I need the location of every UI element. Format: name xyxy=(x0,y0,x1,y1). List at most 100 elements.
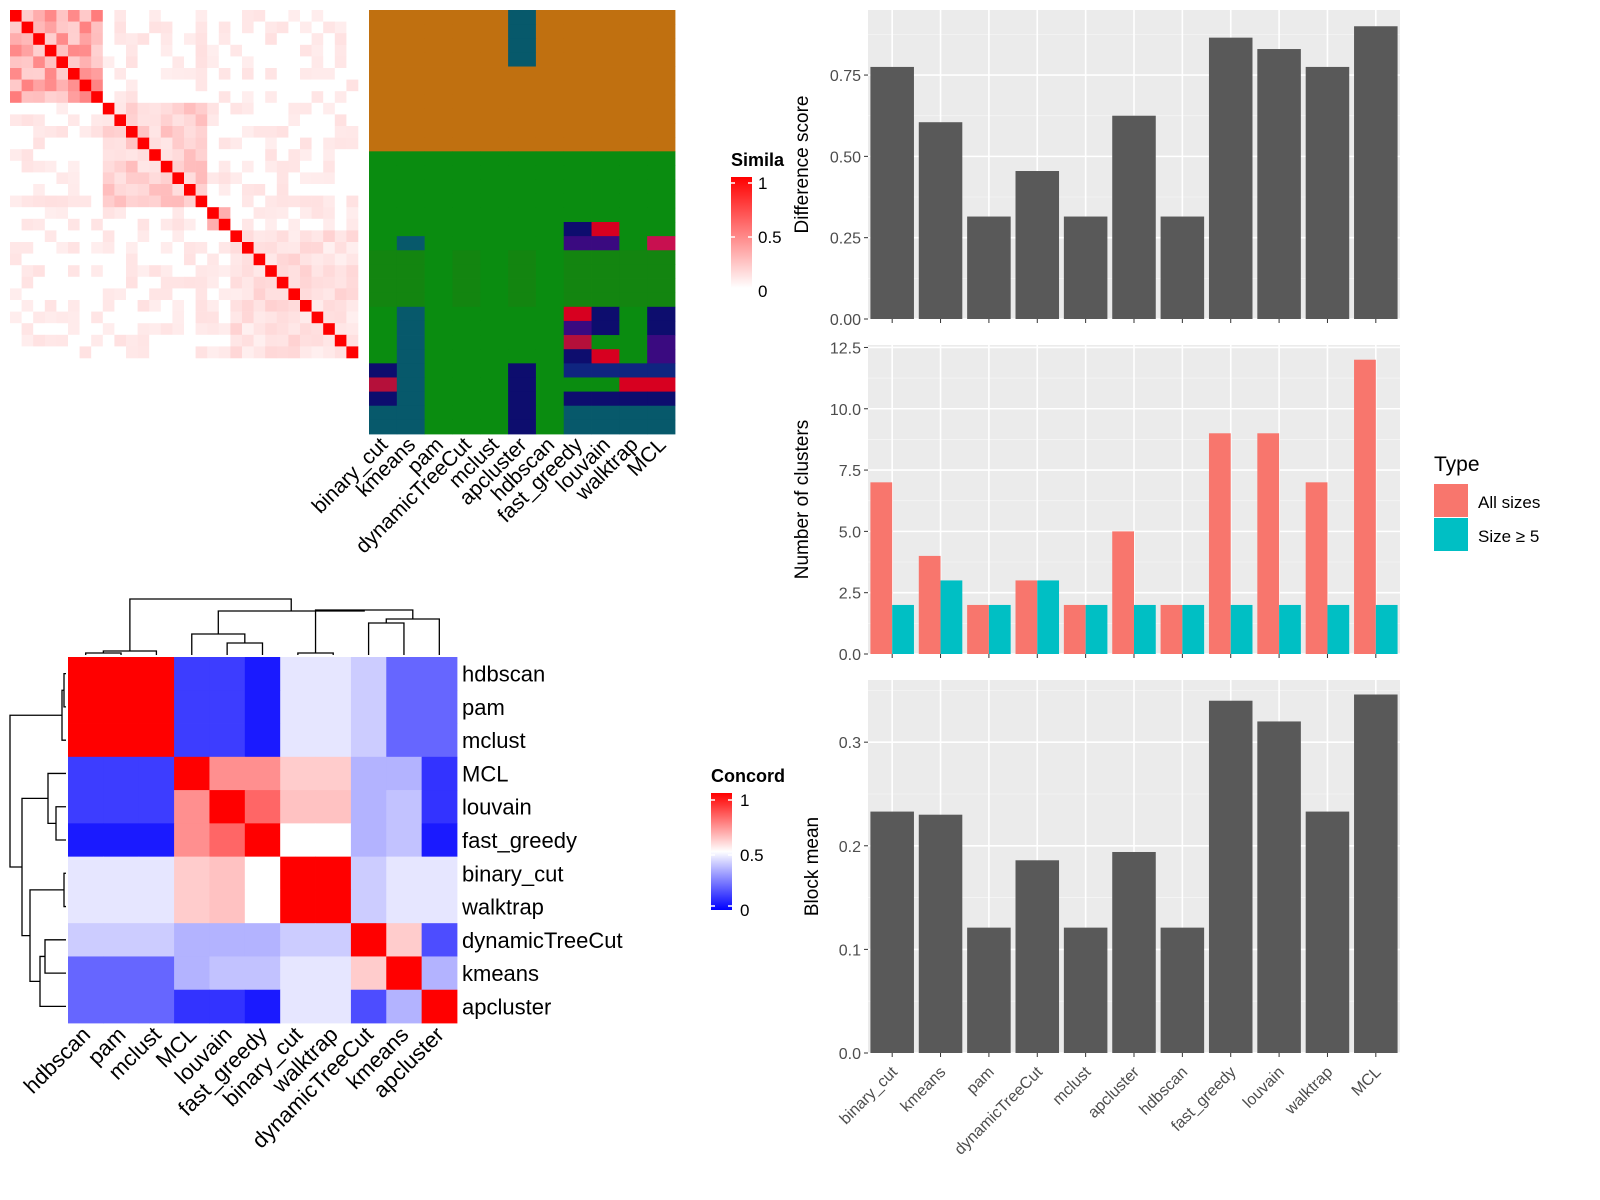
similarity-cell xyxy=(276,114,289,127)
similarity-cell xyxy=(56,323,69,336)
similarity-cell xyxy=(56,126,69,138)
concordance-cell xyxy=(103,790,140,824)
similarity-cell xyxy=(195,195,208,208)
assignment-cell xyxy=(452,292,481,308)
similarity-cell xyxy=(230,276,243,289)
similarity-cell xyxy=(218,102,231,115)
similarity-cell xyxy=(218,323,231,336)
assignment-cell xyxy=(424,264,453,279)
assignment-cell xyxy=(647,94,676,110)
concordance-cell xyxy=(138,756,175,791)
similarity-cell xyxy=(288,160,301,173)
similarity-cell xyxy=(288,184,301,196)
similarity-cell xyxy=(79,300,92,312)
similarity-cell xyxy=(288,207,301,220)
similarity-cell xyxy=(21,276,34,289)
assignment-cell xyxy=(396,320,426,336)
similarity-cell xyxy=(253,242,266,254)
concordance-cell xyxy=(421,790,458,824)
similarity-cell xyxy=(230,33,243,46)
similarity-cell xyxy=(253,253,266,266)
bar-apcluster-size5 xyxy=(1134,604,1156,654)
similarity-cell xyxy=(346,91,359,104)
similarity-cell xyxy=(218,172,231,185)
similarity-cell xyxy=(253,346,266,359)
similarity-cell xyxy=(126,79,138,92)
similarity-cell xyxy=(346,21,359,34)
concordance-cell xyxy=(315,723,352,758)
similarity-cell xyxy=(218,230,231,243)
assignment-cell xyxy=(647,80,676,96)
concordance-cell xyxy=(103,723,140,758)
similarity-cell xyxy=(334,184,347,196)
similarity-cell xyxy=(102,79,115,92)
assignment-cell xyxy=(396,207,426,223)
assignment-cell xyxy=(508,405,537,421)
similarity-cell xyxy=(79,242,92,254)
similarity-cell xyxy=(56,311,69,324)
similarity-cell xyxy=(102,184,115,196)
similarity-cell xyxy=(334,323,347,336)
similarity-cell xyxy=(242,346,254,359)
assignment-cell xyxy=(619,250,648,265)
similarity-cell xyxy=(230,346,243,359)
similarity-cell xyxy=(288,44,301,57)
similarity-cell xyxy=(242,149,254,162)
similarity-cell xyxy=(311,91,324,104)
similarity-cell xyxy=(137,346,150,359)
similarity-cell xyxy=(91,334,104,347)
assignment-cell xyxy=(369,236,398,251)
assignment-cell xyxy=(591,377,620,392)
concordance-row-label-dynamicTreeCut: dynamicTreeCut xyxy=(462,928,623,953)
similarity-cell xyxy=(346,160,359,173)
similarity-cell xyxy=(102,56,115,69)
concordance-cell xyxy=(103,756,140,791)
assignment-cell xyxy=(647,264,676,279)
assignment-cell xyxy=(424,38,453,53)
bar-MCL-all xyxy=(1354,359,1376,654)
similarity-cell xyxy=(149,195,162,208)
similarity-cell xyxy=(230,137,243,150)
assignment-cell xyxy=(508,151,537,166)
similarity-cell xyxy=(184,288,196,301)
bar-louvain-size5 xyxy=(1279,604,1301,654)
assignment-cell xyxy=(535,222,565,237)
similarity-cell xyxy=(276,242,289,254)
similarity-cell xyxy=(242,91,254,104)
similarity-cell xyxy=(21,288,34,301)
similarity-cell xyxy=(102,172,115,185)
similarity-cell xyxy=(44,265,57,278)
assignment-cell xyxy=(591,38,620,53)
similarity-cell xyxy=(300,207,312,220)
similarity-cell xyxy=(207,102,220,115)
bar-MCL-size5 xyxy=(1375,604,1398,654)
similarity-cell xyxy=(68,323,80,336)
assignment-cell xyxy=(369,207,398,223)
assignment-cell xyxy=(424,320,453,336)
similarity-cell xyxy=(21,300,34,312)
assignment-cell xyxy=(508,193,537,209)
assignment-cell xyxy=(647,179,676,195)
similarity-cell xyxy=(68,68,80,80)
similarity-cell xyxy=(311,79,324,92)
concordance-cell xyxy=(280,856,316,891)
similarity-cell xyxy=(149,137,162,150)
assignment-cell xyxy=(369,264,398,279)
similarity-cell xyxy=(300,311,312,324)
similarity-cell xyxy=(207,56,220,69)
assignment-cell xyxy=(396,108,426,124)
similarity-cell xyxy=(184,44,196,57)
similarity-cell xyxy=(126,230,138,243)
similarity-cell xyxy=(311,288,324,301)
similarity-cell xyxy=(265,44,278,57)
similarity-cell xyxy=(346,172,359,185)
similarity-cell xyxy=(276,218,289,231)
assignment-cell xyxy=(647,349,676,364)
bar-mclust xyxy=(1063,216,1108,319)
bar-kmeans-size5 xyxy=(940,580,963,654)
similarity-cell xyxy=(114,253,127,266)
similarity-cell xyxy=(207,21,220,34)
dendrogram-branch xyxy=(191,633,246,655)
assignment-cell xyxy=(396,250,426,265)
concordance-cell xyxy=(386,723,423,758)
